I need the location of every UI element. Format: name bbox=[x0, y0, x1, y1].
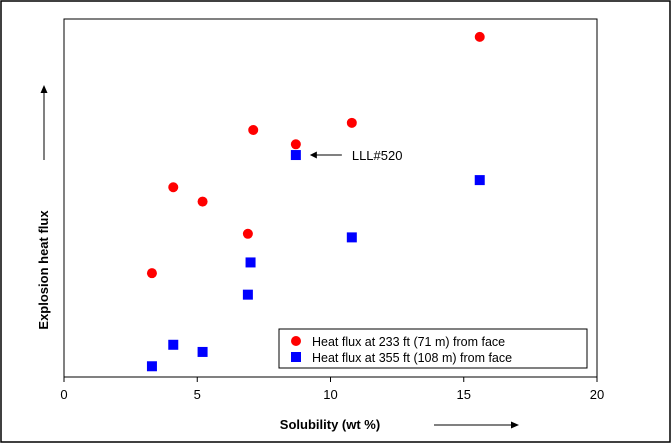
annotation: LLL#520 bbox=[309, 148, 403, 163]
annotation-arrowhead bbox=[309, 151, 317, 159]
legend-entry-355ft: Heat flux at 355 ft (108 m) from face bbox=[312, 351, 512, 365]
data-point-square bbox=[474, 175, 485, 186]
x-tick-label: 10 bbox=[323, 387, 337, 402]
data-point-circle bbox=[474, 31, 485, 42]
data-point-circle bbox=[197, 196, 208, 207]
legend-marker-red-circle bbox=[291, 336, 301, 346]
data-point-square bbox=[197, 346, 208, 357]
data-point-square bbox=[290, 150, 301, 161]
data-point-square bbox=[146, 361, 157, 372]
x-axis: 0 5 10 15 20 bbox=[60, 377, 604, 402]
x-axis-arrowhead bbox=[511, 421, 519, 429]
y-axis-label: Explosion heat flux bbox=[36, 210, 51, 330]
data-point-square bbox=[242, 289, 253, 300]
legend-marker-blue-square bbox=[291, 352, 301, 362]
data-point-circle bbox=[242, 228, 253, 239]
x-tick-label: 0 bbox=[60, 387, 67, 402]
x-axis-label: Solubility (wt %) bbox=[280, 417, 380, 432]
y-axis-arrowhead bbox=[40, 85, 48, 93]
data-point-circle bbox=[290, 139, 301, 150]
legend-entry-233ft: Heat flux at 233 ft (71 m) from face bbox=[312, 335, 505, 349]
data-point-square bbox=[346, 232, 357, 243]
legend-box bbox=[278, 328, 588, 369]
data-point-circle bbox=[168, 182, 179, 193]
data-point-circle bbox=[248, 124, 259, 135]
x-tick-label: 20 bbox=[590, 387, 604, 402]
x-tick-label: 15 bbox=[457, 387, 471, 402]
data-points bbox=[146, 31, 485, 372]
data-point-circle bbox=[346, 117, 357, 128]
x-tick-label: 5 bbox=[194, 387, 201, 402]
data-point-circle bbox=[146, 268, 157, 279]
annotation-label: LLL#520 bbox=[352, 148, 403, 163]
legend: Heat flux at 233 ft (71 m) from face Hea… bbox=[278, 328, 588, 369]
data-point-square bbox=[245, 257, 256, 268]
data-point-square bbox=[168, 339, 179, 350]
